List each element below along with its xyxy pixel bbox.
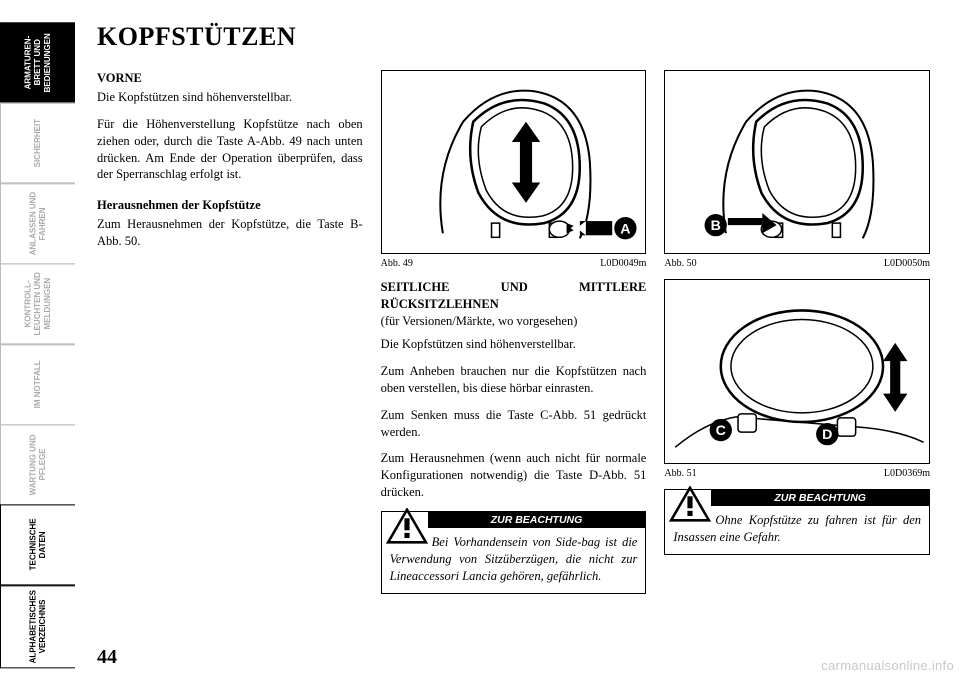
svg-text:C: C: [716, 424, 726, 440]
fig49-code: L0D0049m: [600, 258, 646, 269]
warning-icon: [386, 508, 428, 544]
heading-vorne: VORNE: [97, 70, 363, 87]
heading-seitliche: SEITLICHE UND MITTLERE RÜCKSITZLEHNEN: [381, 279, 647, 313]
tab-notfall[interactable]: IM NOTFALL: [0, 344, 75, 425]
figure-51: C D: [664, 279, 930, 463]
watermark: carmanualsonline.info: [821, 658, 954, 673]
warning-1-body: Bei Vorhandensein von Side-bag ist die V…: [382, 528, 646, 593]
warning-2-body: Ohne Kopfstütze zu fahren ist für den In…: [665, 506, 929, 554]
warning-box-2: ZUR BEACHTUNG Ohne Kopfstütze zu fahren …: [664, 489, 930, 555]
figure-49: A: [381, 70, 647, 254]
text-c2-p3: Zum Senken muss die Taste C-Abb. 51 gedr…: [381, 407, 647, 441]
figure-51-caption: Abb. 51 L0D0369m: [664, 468, 930, 479]
text-c2-p2: Zum Anheben brauchen nur die Kopfstützen…: [381, 363, 647, 397]
manual-page: ARMATUREN- BRETT UND BEDIENUNGEN SICHERH…: [0, 0, 960, 677]
tab-sicherheit[interactable]: SICHERHEIT: [0, 102, 75, 183]
tab-kontroll[interactable]: KONTROLL- LEUCHTEN UND MELDUNGEN: [0, 263, 75, 344]
warning-icon: [669, 486, 711, 522]
text-c1-p2: Für die Höhenverstellung Kopfstütze nach…: [97, 116, 363, 184]
columns: VORNE Die Kopfstützen sind höhenverstell…: [97, 70, 930, 594]
figure-50: B: [664, 70, 930, 254]
tab-wartung[interactable]: WARTUNG UND PFLEGE: [0, 424, 75, 505]
heading-heraus: Herausnehmen der Kopfstütze: [97, 197, 363, 214]
fig49-label: Abb. 49: [381, 258, 413, 269]
tab-anlassen[interactable]: ANLASSEN UND FAHREN: [0, 183, 75, 264]
column-2: A Abb. 49 L0D0049m SEITLICHE UND MITTLER…: [381, 70, 647, 594]
main-content: KOPFSTÜTZEN VORNE Die Kopfstützen sind h…: [75, 0, 960, 677]
page-title: KOPFSTÜTZEN: [97, 22, 930, 52]
warning-2-head: ZUR BEACHTUNG: [711, 490, 929, 506]
text-c2-p4: Zum Herausnehmen (wenn auch nicht für no…: [381, 450, 647, 501]
tab-verzeichnis[interactable]: ALPHABETISCHES VERZEICHNIS: [0, 585, 75, 668]
column-1: VORNE Die Kopfstützen sind höhenverstell…: [97, 70, 363, 594]
text-c1-p3: Zum Herausnehmen der Kopfstütze, die Tas…: [97, 216, 363, 250]
svg-text:B: B: [711, 218, 721, 234]
column-3: B Abb. 50 L0D0050m: [664, 70, 930, 594]
fig51-label: Abb. 51: [664, 468, 696, 479]
svg-text:A: A: [620, 221, 630, 237]
tab-armaturen[interactable]: ARMATUREN- BRETT UND BEDIENUNGEN: [0, 22, 75, 103]
text-c2-p1: Die Kopfstützen sind höhenverstellbar.: [381, 336, 647, 353]
fig50-code: L0D0050m: [884, 258, 930, 269]
warning-1-head: ZUR BEACHTUNG: [428, 512, 646, 528]
page-number: 44: [97, 646, 117, 669]
text-c1-p1: Die Kopfstützen sind höhenverstellbar.: [97, 89, 363, 106]
heading-seitliche-sub: (für Versionen/Märkte, wo vorgesehen): [381, 313, 647, 330]
tab-technische[interactable]: TECHNISCHE DATEN: [0, 504, 75, 585]
fig50-label: Abb. 50: [664, 258, 696, 269]
svg-text:D: D: [822, 428, 832, 444]
section-tabs: ARMATUREN- BRETT UND BEDIENUNGEN SICHERH…: [0, 0, 75, 677]
warning-box-1: ZUR BEACHTUNG Bei Vorhandensein von Side…: [381, 511, 647, 594]
figure-50-caption: Abb. 50 L0D0050m: [664, 258, 930, 269]
fig51-code: L0D0369m: [884, 468, 930, 479]
figure-49-caption: Abb. 49 L0D0049m: [381, 258, 647, 269]
